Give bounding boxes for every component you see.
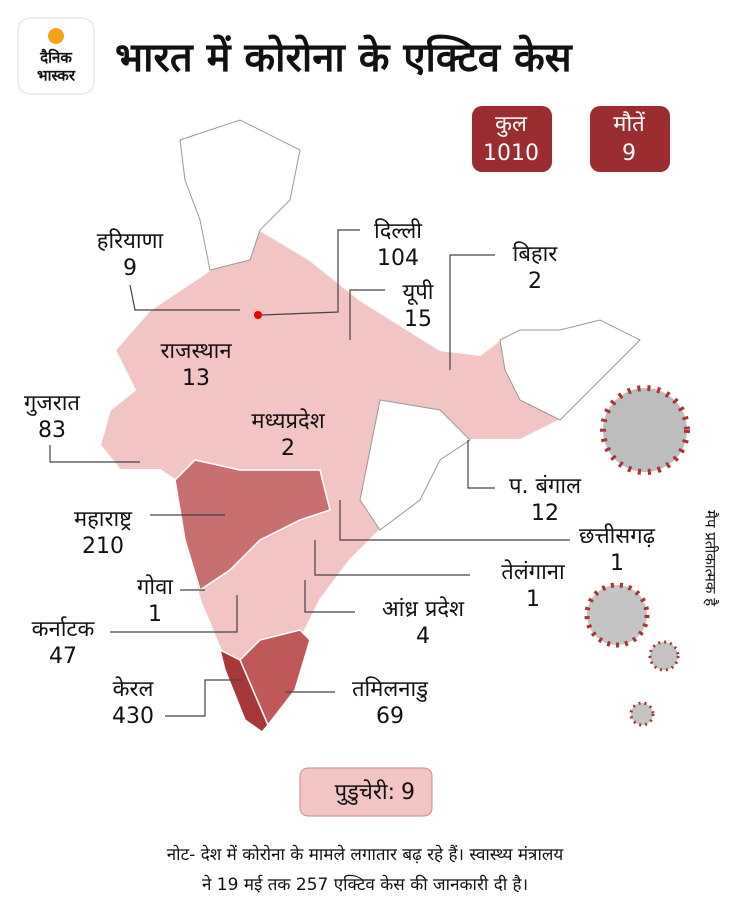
state-name: हरियाणा <box>97 228 164 254</box>
kerala <box>218 648 269 734</box>
state-value: 2 <box>528 269 542 294</box>
map-note: मैप प्रतीकात्मक है <box>702 510 720 607</box>
state-value: 210 <box>82 534 124 559</box>
total-box <box>472 106 552 172</box>
total-label: मौतें <box>613 111 645 137</box>
state-value: 1 <box>610 551 624 576</box>
state-value: 2 <box>281 436 295 461</box>
india <box>98 118 642 732</box>
state-name: बिहार <box>513 241 559 267</box>
state-name: आंध्र प्रदेश <box>382 596 465 622</box>
state-name: दिल्ली <box>374 218 422 244</box>
state-value: 13 <box>182 366 210 391</box>
state-name: महाराष्ट्र <box>74 507 133 532</box>
state-name: गुजरात <box>24 391 80 416</box>
state-value: 83 <box>38 418 66 443</box>
total-box <box>590 106 670 172</box>
total-value: 9 <box>622 141 636 166</box>
state-value: 1 <box>526 587 540 612</box>
logo-sun <box>48 28 64 44</box>
northeast-region <box>499 319 641 421</box>
state-name: केरल <box>113 676 155 702</box>
state-value: 9 <box>123 256 137 281</box>
leader-lines <box>49 229 570 717</box>
state-name: तमिलनाडु <box>352 676 428 702</box>
logo-text: दैनिक <box>39 49 73 67</box>
puducherry-label: पुडुचेरी: <box>335 779 395 805</box>
state-name: कर्नाटक <box>32 616 96 642</box>
puducherry-box <box>299 767 433 817</box>
state-name: प. बंगाल <box>509 474 582 499</box>
puducherry-value: 9 <box>401 780 415 805</box>
state-value: 4 <box>416 624 430 649</box>
state-value: 69 <box>376 704 404 729</box>
logo-box <box>17 17 95 95</box>
north-region <box>179 119 301 271</box>
state-name: मध्यप्रदेश <box>251 408 325 434</box>
virus-decor <box>584 385 690 727</box>
state-name: यूपी <box>403 279 434 306</box>
state-value: 47 <box>49 644 77 669</box>
state-value: 1 <box>148 602 162 627</box>
state-name: छत्तीसगढ़ <box>579 523 656 549</box>
total-label: कुल <box>495 112 528 137</box>
east-region <box>359 399 471 531</box>
title: भारत में कोरोना के एक्टिव केस <box>115 34 574 81</box>
state-name: गोवा <box>137 574 173 600</box>
state-value: 430 <box>112 704 154 729</box>
state-name: तेलंगाना <box>501 559 565 585</box>
note-line: नोट- देश में कोरोना के मामले लगातार बढ़ … <box>167 844 565 865</box>
state-value: 15 <box>404 307 432 332</box>
state-value: 104 <box>377 246 419 271</box>
state-value: 12 <box>531 501 559 526</box>
logo-text: भास्कर <box>37 67 76 85</box>
state-name: राजस्थान <box>160 339 232 364</box>
delhi-dot <box>254 311 262 319</box>
map <box>98 118 642 734</box>
maharashtra <box>174 459 331 592</box>
total-value: 1010 <box>483 141 539 166</box>
note-line: ने 19 मई तक 257 एक्टिव केस की जानकारी दी… <box>202 874 528 895</box>
